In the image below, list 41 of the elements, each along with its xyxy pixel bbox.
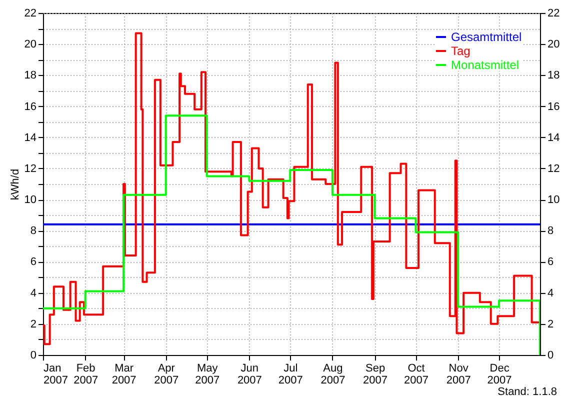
y-tick-label: 20 [24, 38, 36, 51]
y2-tick-label: 8 [548, 225, 554, 238]
x-tick-label: Jan 2007 [44, 362, 68, 386]
x-tick-label: Sep 2007 [363, 362, 388, 386]
y-tick-label: 22 [24, 8, 36, 20]
y2-tick-label: 10 [548, 194, 560, 206]
y2-tick-label: 6 [548, 256, 554, 268]
y2-tick-label: 4 [548, 287, 554, 300]
y-tick-label: 0 [30, 350, 36, 362]
x-tick-label: May 2007 [195, 362, 220, 386]
x-tick-label: Mar 2007 [112, 362, 136, 386]
y-tick-label: 14 [24, 132, 36, 144]
y-axis-title: kWh/d [9, 168, 22, 200]
y-tick-label: 6 [30, 256, 36, 268]
y2-tick-label: 20 [548, 38, 560, 51]
x-tick-label: Dec 2007 [487, 362, 512, 386]
y2-tick-label: 2 [548, 318, 554, 330]
legend-label: Tag [451, 44, 470, 58]
y2-tick-label: 22 [548, 8, 560, 20]
y-tick-label: 8 [30, 225, 36, 238]
x-tick-label: Nov 2007 [446, 362, 471, 386]
y2-tick-label: 16 [548, 100, 560, 113]
y-tick-label: 18 [24, 70, 36, 82]
text: Stand: 1.1.8 [498, 386, 557, 398]
x-tick-label: Apr 2007 [154, 362, 179, 386]
y-tick-label: 16 [24, 100, 36, 113]
y-tick-label: 4 [30, 287, 36, 300]
legend-label: Monatsmittel [451, 58, 520, 72]
x-tick-label: Aug 2007 [320, 362, 346, 386]
x-tick-label: Jun 2007 [237, 362, 262, 386]
x-tick-label: Jul 2007 [278, 362, 303, 386]
y-tick-label: 10 [24, 194, 36, 206]
y-tick-label: 2 [30, 318, 36, 330]
y2-tick-label: 0 [548, 350, 554, 362]
y2-tick-label: 14 [548, 132, 560, 144]
y2-tick-label: 12 [548, 162, 560, 175]
x-tick-label: Oct 2007 [404, 362, 428, 386]
y2-tick-label: 18 [548, 70, 560, 82]
x-tick-label: Feb 2007 [74, 362, 98, 386]
y-tick-label: 12 [24, 162, 36, 175]
legend-label: Gesamtmittel [451, 30, 522, 44]
